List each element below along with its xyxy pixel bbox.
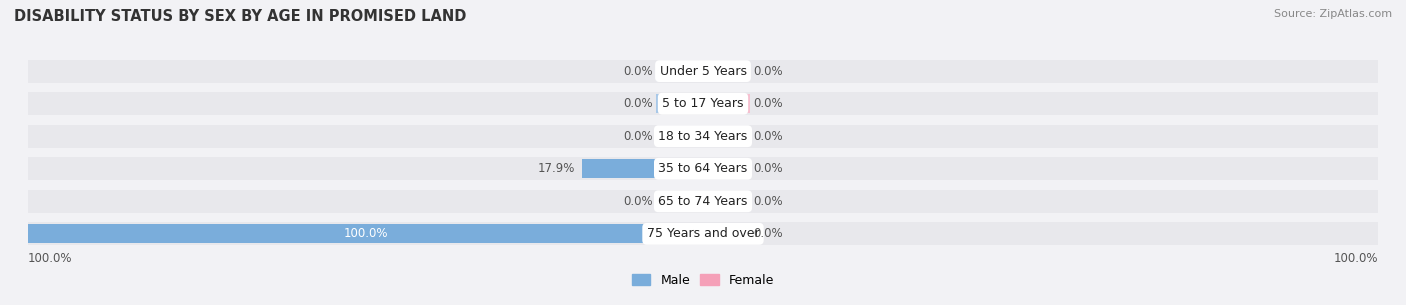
Text: 0.0%: 0.0% [754, 97, 783, 110]
Text: 0.0%: 0.0% [754, 227, 783, 240]
Text: 0.0%: 0.0% [623, 195, 652, 208]
Text: 65 to 74 Years: 65 to 74 Years [658, 195, 748, 208]
Text: 100.0%: 100.0% [28, 252, 73, 265]
Bar [655, 127, 703, 146]
Text: Source: ZipAtlas.com: Source: ZipAtlas.com [1274, 9, 1392, 19]
Bar [28, 157, 1378, 180]
Bar [28, 224, 703, 243]
Text: 0.0%: 0.0% [754, 162, 783, 175]
Text: 0.0%: 0.0% [623, 130, 652, 143]
Bar [655, 94, 703, 113]
Bar [28, 92, 1378, 115]
Bar [655, 192, 703, 211]
Text: 75 Years and over: 75 Years and over [647, 227, 759, 240]
Text: 0.0%: 0.0% [754, 195, 783, 208]
Bar [28, 190, 1378, 213]
Text: 0.0%: 0.0% [754, 130, 783, 143]
Text: 0.0%: 0.0% [754, 65, 783, 78]
Bar [703, 159, 751, 178]
Bar [703, 224, 751, 243]
Bar [655, 159, 703, 178]
Text: 100.0%: 100.0% [343, 227, 388, 240]
Text: DISABILITY STATUS BY SEX BY AGE IN PROMISED LAND: DISABILITY STATUS BY SEX BY AGE IN PROMI… [14, 9, 467, 24]
Text: 35 to 64 Years: 35 to 64 Years [658, 162, 748, 175]
Bar [28, 222, 1378, 245]
Text: 100.0%: 100.0% [1333, 252, 1378, 265]
Bar [655, 62, 703, 81]
Text: 5 to 17 Years: 5 to 17 Years [662, 97, 744, 110]
Text: 17.9%: 17.9% [538, 162, 575, 175]
Text: 0.0%: 0.0% [623, 65, 652, 78]
Bar [703, 127, 751, 146]
Bar [703, 192, 751, 211]
Bar [28, 60, 1378, 83]
Bar [655, 224, 703, 243]
Bar [703, 62, 751, 81]
Bar [703, 94, 751, 113]
Legend: Male, Female: Male, Female [631, 274, 775, 287]
Text: Under 5 Years: Under 5 Years [659, 65, 747, 78]
Bar [582, 159, 703, 178]
Text: 18 to 34 Years: 18 to 34 Years [658, 130, 748, 143]
Text: 0.0%: 0.0% [623, 97, 652, 110]
Bar [28, 125, 1378, 148]
